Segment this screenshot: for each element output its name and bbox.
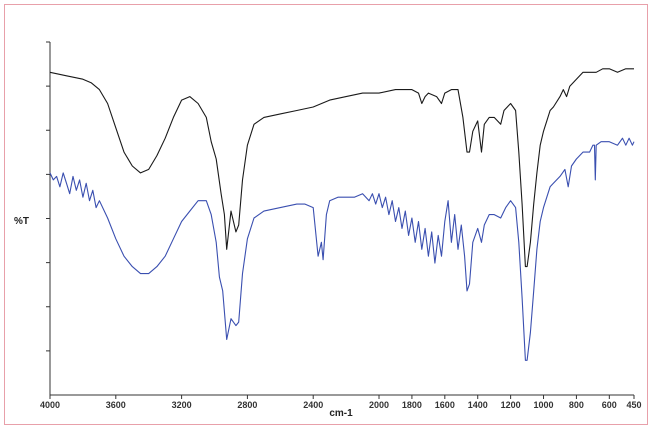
x-tick-label: 2400 (303, 400, 323, 410)
x-tick-label: 450 (626, 400, 641, 410)
y-axis-title-group: %T (14, 216, 29, 227)
x-tick-label: 1600 (435, 400, 455, 410)
x-ticks: 4000 3600 3200 2800 2400 2000 1800 1600 1400 1200… (40, 395, 642, 410)
series-group (49, 68, 635, 361)
axes (49, 42, 634, 396)
x-tick-label: 3200 (172, 400, 192, 410)
y-axis-title: %T (14, 216, 29, 227)
x-tick-label: 1000 (534, 400, 554, 410)
chart-frame (4, 4, 648, 425)
series-line-2 (49, 137, 635, 361)
x-axis-title: cm-1 (329, 408, 353, 419)
x-tick-label: 800 (569, 400, 584, 410)
series-line-1 (49, 68, 634, 268)
x-tick-label: 1400 (468, 400, 488, 410)
x-tick-label: 600 (602, 400, 617, 410)
x-tick-label: 1800 (402, 400, 422, 410)
y-ticks (46, 41, 50, 352)
x-tick-label: 3600 (106, 400, 126, 410)
x-tick-label: 2000 (369, 400, 389, 410)
x-tick-label: 4000 (40, 400, 60, 410)
x-tick-label: 2800 (237, 400, 257, 410)
x-tick-label: 1200 (501, 400, 521, 410)
